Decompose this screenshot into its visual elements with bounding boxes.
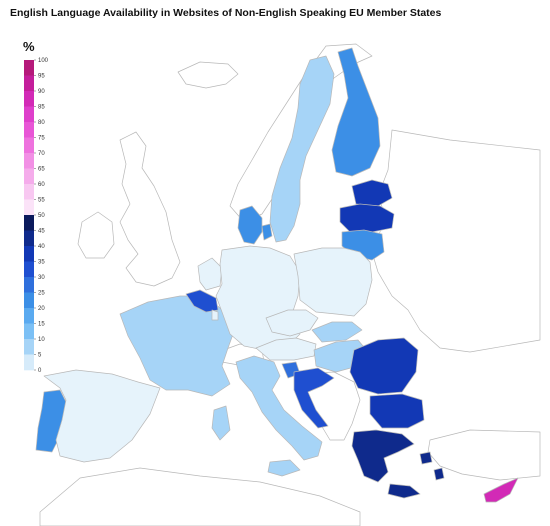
country-netherlands bbox=[197, 257, 223, 291]
legend-tick-label: 30 bbox=[38, 275, 45, 281]
legend-swatch bbox=[24, 106, 34, 123]
legend-tick-label: 15 bbox=[38, 322, 45, 328]
country-turkey bbox=[427, 429, 541, 481]
country-uk bbox=[119, 131, 181, 287]
country-slovakia bbox=[311, 321, 363, 343]
country-romania bbox=[349, 337, 419, 395]
legend-swatch bbox=[24, 137, 34, 154]
country-finland bbox=[331, 47, 381, 177]
legend-tick-label: 20 bbox=[38, 306, 45, 312]
legend-tick-label: 25 bbox=[38, 291, 45, 297]
legend-swatch bbox=[24, 277, 34, 293]
country-croatia bbox=[293, 367, 335, 429]
country-czechia bbox=[265, 309, 319, 337]
country-north-africa bbox=[39, 467, 361, 526]
legend-tick-label: 10 bbox=[38, 337, 45, 343]
legend-tick-label: 80 bbox=[38, 120, 45, 126]
map-title: English Language Availability in Website… bbox=[10, 7, 442, 19]
country-bulgaria bbox=[369, 393, 425, 429]
legend-swatch bbox=[24, 308, 34, 324]
legend-swatch bbox=[24, 199, 34, 216]
country-spain bbox=[43, 369, 161, 463]
legend-tick-label: 35 bbox=[38, 260, 45, 266]
legend-swatch bbox=[24, 122, 34, 138]
legend-swatch bbox=[24, 246, 34, 262]
legend-swatch bbox=[24, 215, 34, 231]
legend-tick-label: 95 bbox=[38, 74, 45, 80]
legend-swatch bbox=[24, 292, 34, 309]
country-cyprus bbox=[483, 477, 519, 503]
country-poland bbox=[293, 247, 373, 317]
legend-tick-label: 65 bbox=[38, 167, 45, 173]
legend-tick-label: 0 bbox=[38, 368, 42, 374]
legend-tick-label: 90 bbox=[38, 89, 45, 95]
country-latvia bbox=[339, 203, 395, 233]
country-denmark bbox=[237, 205, 273, 245]
country-sweden bbox=[269, 55, 335, 243]
legend-swatch bbox=[24, 261, 34, 278]
legend-tick-label: 100 bbox=[38, 58, 49, 64]
legend-swatch bbox=[24, 60, 34, 76]
country-italy bbox=[211, 355, 323, 477]
country-belgium bbox=[185, 289, 219, 313]
legend-tick-label: 55 bbox=[38, 198, 45, 204]
legend-swatch bbox=[24, 339, 34, 355]
legend-swatch bbox=[24, 168, 34, 185]
country-ireland bbox=[77, 211, 115, 259]
legend-swatch bbox=[24, 323, 34, 340]
legend-swatch bbox=[24, 75, 34, 92]
legend-unit-label: % bbox=[23, 39, 35, 54]
legend-tick-label: 75 bbox=[38, 136, 45, 142]
legend-tick-label: 70 bbox=[38, 151, 45, 157]
legend-tick-label: 45 bbox=[38, 229, 45, 235]
country-luxembourg bbox=[211, 309, 219, 321]
country-estonia bbox=[351, 179, 393, 207]
legend-tick-label: 5 bbox=[38, 353, 42, 359]
legend-swatch bbox=[24, 354, 34, 371]
country-iceland bbox=[177, 61, 239, 89]
legend-tick-label: 85 bbox=[38, 105, 45, 111]
legend-swatch bbox=[24, 91, 34, 107]
legend-swatch bbox=[24, 153, 34, 169]
country-greece bbox=[351, 429, 445, 499]
legend-tick-label: 40 bbox=[38, 244, 45, 250]
legend-swatch bbox=[24, 184, 34, 200]
legend-tick-label: 60 bbox=[38, 182, 45, 188]
legend-swatch bbox=[24, 230, 34, 247]
legend-tick-label: 50 bbox=[38, 213, 45, 219]
